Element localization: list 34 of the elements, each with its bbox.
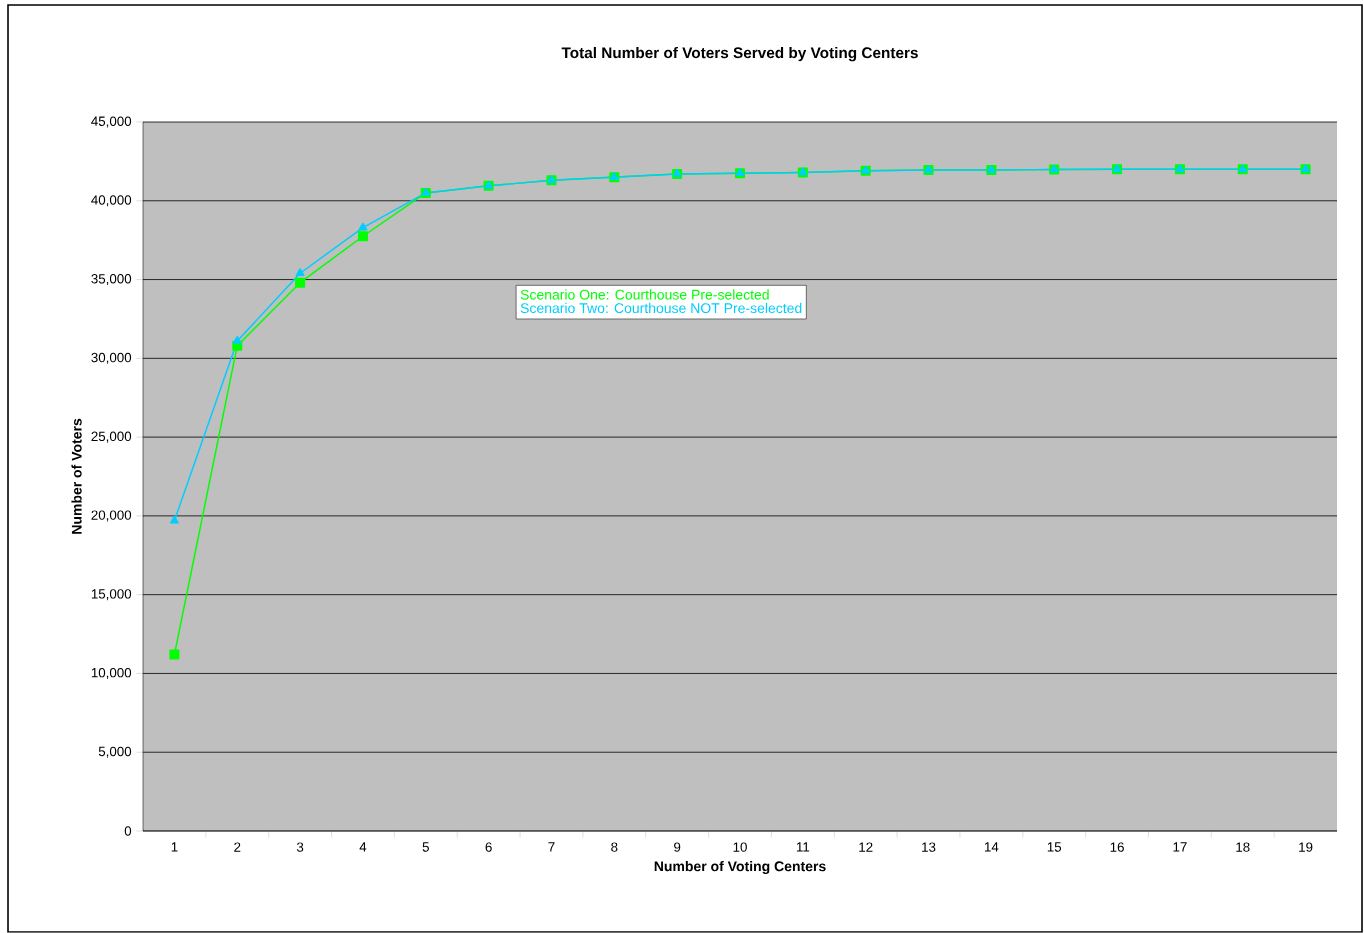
x-tick-label: 14 [984,842,999,852]
y-tick-label: 40,000 [91,195,132,207]
x-tick-label: 17 [1173,842,1187,852]
y-tick-label: 25,000 [91,431,132,443]
x-tick-label: 16 [1110,842,1124,852]
y-tick-label: 10,000 [91,668,132,680]
x-tick-label: 8 [611,842,618,852]
chart-title: Total Number of Voters Served by Voting Centers [561,47,918,62]
x-tick-label: 5 [422,842,429,852]
y-tick-label: 0 [124,826,132,836]
x-tick-label: 3 [296,842,304,852]
x-tick-label: 11 [796,842,810,852]
x-tick-label: 10 [733,842,747,852]
x-tick-label: 1 [171,842,178,852]
x-tick-label: 9 [674,842,681,852]
x-tick-label: 6 [485,842,492,852]
x-tick-label: 19 [1299,842,1313,852]
x-tick-label: 7 [548,842,555,852]
text: Scenario Two: Courthouse NOT Pre-selected [520,302,802,314]
y-tick-label: 5,000 [98,746,132,758]
y-tick-label: 45,000 [91,116,132,128]
text: Scenario One: Courthouse Pre-selected [520,289,769,300]
y-tick-label: 35,000 [91,274,132,286]
x-tick-label: 4 [359,842,367,852]
x-axis-title: Number of Voting Centers [654,861,826,875]
x-tick-label: 2 [234,842,241,852]
y-axis-title: Number of Voters [71,418,82,534]
y-tick-label: 15,000 [91,589,132,601]
x-tick-label: 12 [859,842,873,852]
y-tick-label: 30,000 [91,352,132,364]
x-tick-label: 15 [1047,842,1062,852]
y-tick-label: 20,000 [91,510,132,522]
x-tick-label: 13 [922,842,936,852]
x-tick-label: 18 [1236,842,1250,852]
